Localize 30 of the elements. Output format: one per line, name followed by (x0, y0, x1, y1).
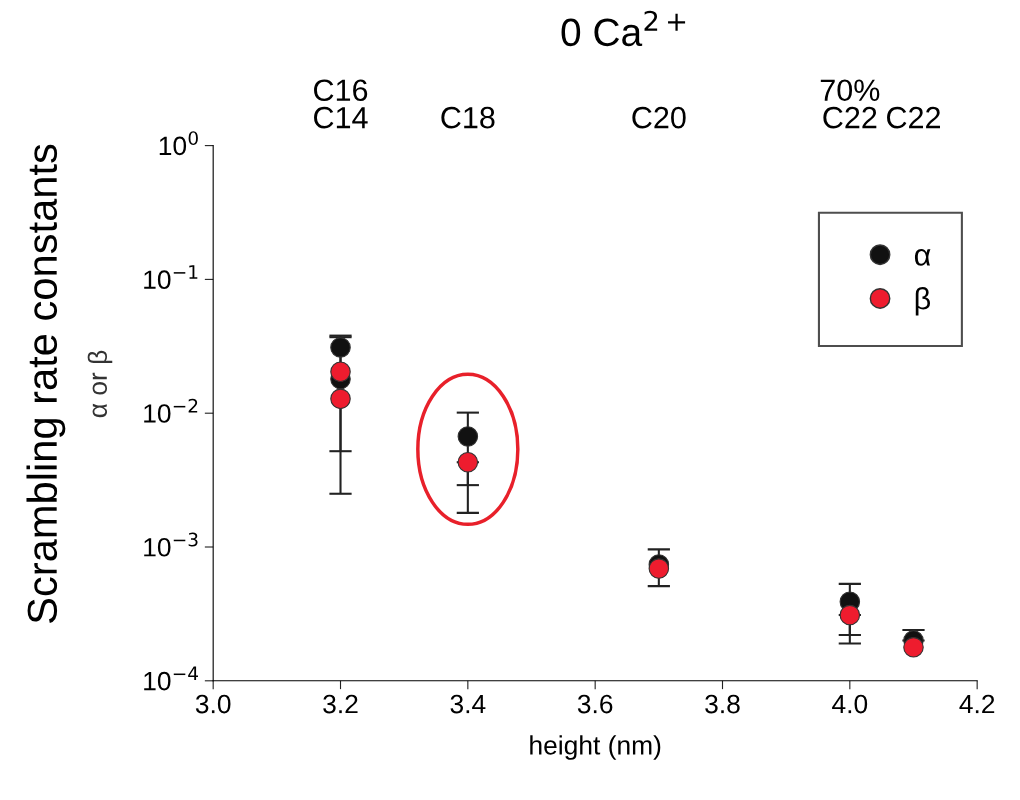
y-tick-label: 10$^{−3}$ (144, 532, 198, 557)
text: C20 (632, 106, 686, 129)
y-tick-label: 10$^{0}$ (159, 131, 198, 156)
text: α or β (87, 350, 113, 418)
point (839, 604, 861, 626)
text: C18 (441, 106, 495, 129)
y-tick-label: 10$^{−1}$ (144, 265, 198, 290)
x-tick-label: 4.0 (832, 694, 868, 714)
point (330, 337, 351, 358)
x-tick-label: 3.8 (705, 694, 740, 714)
text: C16 C14 (314, 79, 368, 129)
y-tick-label: 10$^{−4}$ (144, 666, 198, 691)
x-tick-label: 3.2 (323, 694, 358, 714)
text: C22 (887, 106, 940, 129)
text: 70% C22 (820, 79, 880, 129)
point (457, 426, 479, 447)
y-axis-title: Scrambling rate constants (26, 144, 66, 623)
point (330, 388, 351, 410)
point (457, 451, 479, 473)
legend-label: α (914, 248, 931, 266)
x-tick-label: 3.0 (195, 694, 231, 714)
point (903, 637, 924, 658)
y-tick-label: 10$^{−2}$ (144, 398, 198, 423)
point (330, 361, 351, 383)
chart-title: 0 Ca$^{2+}$ (561, 10, 686, 47)
x-tick-label: 4.2 (959, 694, 995, 714)
x-tick-label: 3.4 (450, 694, 486, 714)
legend-label: β (915, 287, 931, 316)
x-tick-label: 3.6 (577, 694, 613, 714)
x-axis-title: height (nm) (530, 735, 661, 760)
